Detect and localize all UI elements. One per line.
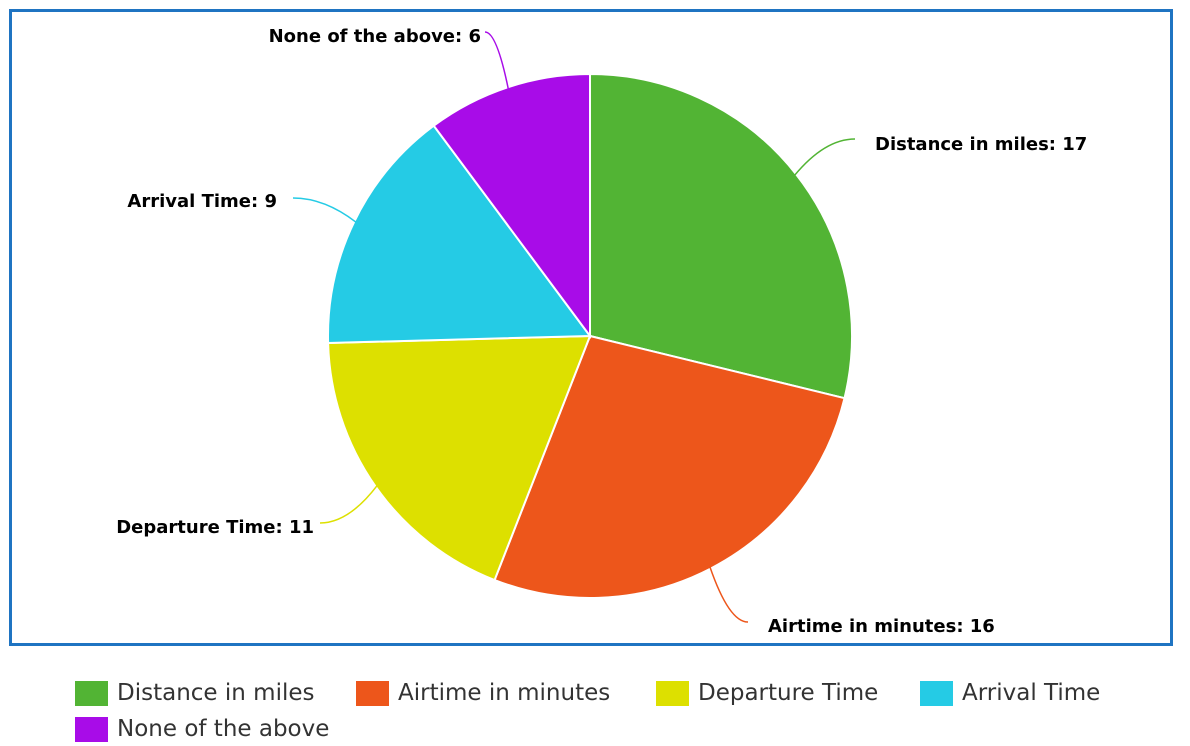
- data-label: Airtime in minutes: 16: [768, 616, 995, 637]
- legend-item-departure[interactable]: Departure Time: [656, 676, 878, 710]
- legend-item-arrival[interactable]: Arrival Time: [920, 676, 1100, 710]
- data-label: Departure Time: 11: [116, 517, 314, 538]
- label-connector: [319, 484, 378, 524]
- label-connector: [484, 31, 510, 90]
- legend-item-none[interactable]: None of the above: [75, 712, 329, 746]
- data-label: Arrival Time: 9: [127, 191, 277, 212]
- legend-swatch: [75, 680, 108, 706]
- legend-swatch: [75, 716, 108, 742]
- legend-swatch: [656, 680, 689, 706]
- legend-label: Distance in miles: [117, 680, 315, 706]
- label-connector: [709, 566, 749, 623]
- legend-swatch: [356, 680, 389, 706]
- legend-swatch: [920, 680, 953, 706]
- legend-label: Departure Time: [698, 680, 879, 706]
- legend-label: None of the above: [117, 716, 330, 742]
- legend-label: Arrival Time: [962, 680, 1101, 706]
- legend-label: Airtime in minutes: [398, 680, 611, 706]
- chart-frame: Distance in miles: 17 Airtime in minutes:…: [9, 9, 1173, 646]
- label-connector: [793, 138, 856, 176]
- data-label: Distance in miles: 17: [875, 134, 1087, 155]
- label-connector: [292, 197, 357, 223]
- legend-item-airtime[interactable]: Airtime in minutes: [356, 676, 610, 710]
- pie-chart: Distance in miles: 17 Airtime in minutes:…: [116, 26, 1087, 637]
- data-label: None of the above: 6: [269, 26, 481, 47]
- legend-item-distance[interactable]: Distance in miles: [75, 676, 314, 710]
